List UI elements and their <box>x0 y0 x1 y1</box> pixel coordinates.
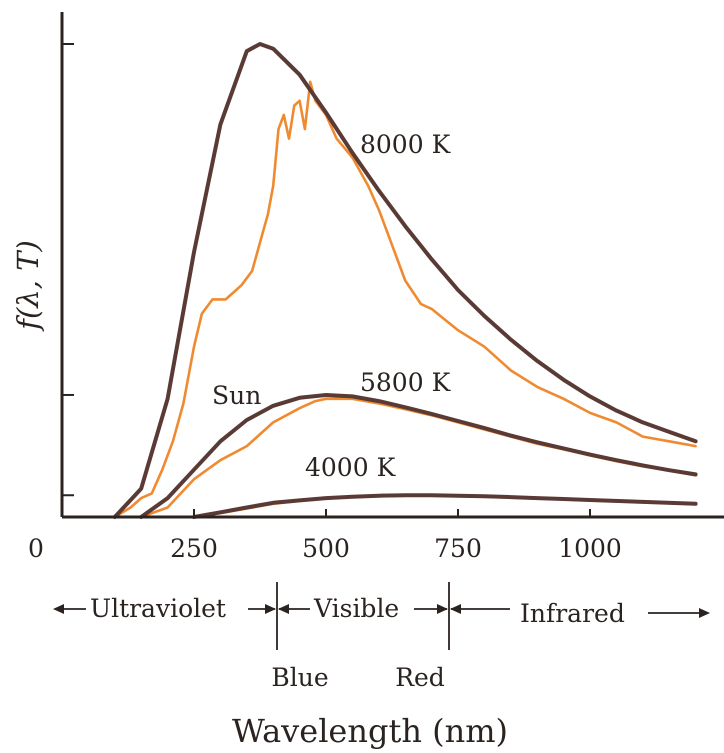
x-tick-label-0: 0 <box>28 534 44 563</box>
x-tick-label-500: 500 <box>302 534 350 563</box>
visible-arrow-left-head <box>278 604 289 614</box>
visible-bound-red: Red <box>395 663 445 692</box>
label-sun: Sun <box>212 381 261 410</box>
series-line-sun-measured-0 <box>113 80 697 519</box>
tick-marks: 0 250 500 750 1000 <box>28 43 622 563</box>
x-tick-label-750: 750 <box>434 534 482 563</box>
ir-arrow-right-head <box>699 608 710 618</box>
series-line-4000-k <box>192 493 698 519</box>
region-infrared: Infrared <box>520 599 625 628</box>
uv-arrow-left-head <box>53 604 64 614</box>
x-tick-label-1000: 1000 <box>558 534 622 563</box>
region-ultraviolet: Ultraviolet <box>90 594 226 623</box>
y-axis-title: f(λ, T) <box>11 240 45 332</box>
x-axis-title: Wavelength (nm) <box>232 712 508 750</box>
ir-arrow-left-head <box>450 604 461 614</box>
region-visible: Visible <box>313 594 399 623</box>
uv-arrow-right-head <box>265 604 276 614</box>
curves-layer <box>112 42 698 519</box>
series-line-5800-k <box>139 393 698 519</box>
label-8000k: 8000 K <box>360 130 452 159</box>
label-4000k: 4000 K <box>305 453 397 482</box>
series-line-sun-measured-2 <box>192 494 697 519</box>
visible-arrow-right-head <box>437 604 448 614</box>
visible-bound-blue: Blue <box>271 663 328 692</box>
series-line-8000-k <box>112 42 698 519</box>
x-tick-label-250: 250 <box>170 534 218 563</box>
label-5800k: 5800 K <box>360 368 452 397</box>
spectral-regions: Ultraviolet Visible Infrared Blue Red <box>53 582 710 692</box>
